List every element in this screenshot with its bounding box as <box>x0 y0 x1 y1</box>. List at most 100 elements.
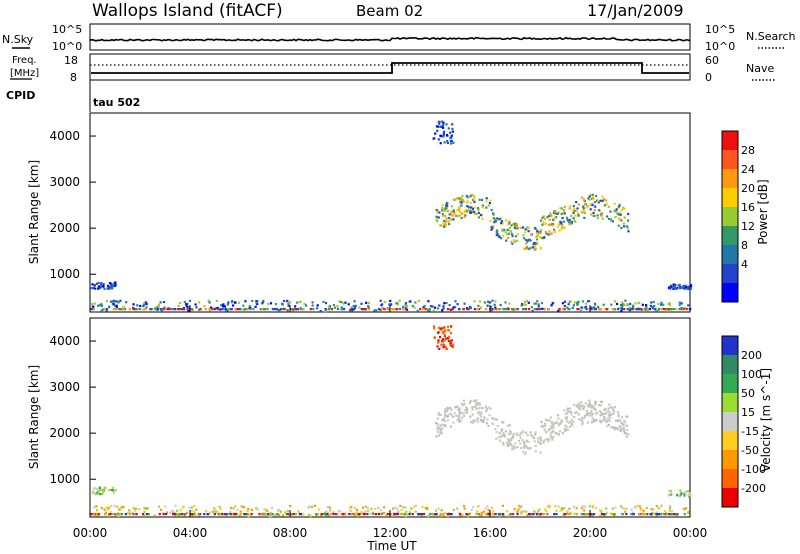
data-cell <box>679 287 682 290</box>
data-cell <box>353 306 356 309</box>
nsearch-label: N.Search <box>746 30 796 43</box>
data-cell <box>427 300 430 303</box>
data-cell <box>627 212 630 216</box>
data-cell <box>112 299 115 302</box>
data-cell <box>217 513 221 516</box>
data-cell <box>477 420 480 423</box>
data-cell <box>154 306 157 309</box>
data-cell <box>505 239 508 242</box>
data-cell <box>308 505 311 508</box>
data-cell <box>307 513 310 516</box>
data-cell <box>444 425 447 428</box>
data-cell <box>554 210 557 213</box>
data-cell <box>576 308 579 311</box>
data-cell <box>493 418 496 421</box>
data-cell <box>475 513 478 516</box>
data-cell <box>654 308 657 311</box>
data-cell <box>342 302 345 305</box>
data-cell <box>540 229 543 232</box>
data-cell <box>226 309 229 312</box>
data-cell <box>582 198 586 201</box>
data-cell <box>276 513 279 516</box>
data-cell <box>102 284 105 288</box>
data-cell <box>512 513 515 516</box>
data-cell <box>316 304 319 307</box>
data-cell <box>449 412 452 415</box>
data-cell <box>106 308 109 311</box>
data-cell <box>215 307 218 310</box>
data-cell <box>668 302 671 305</box>
data-cell <box>449 331 453 335</box>
data-cell <box>602 413 606 416</box>
data-cell <box>523 442 526 445</box>
data-cell <box>563 212 566 215</box>
data-cell <box>538 232 541 235</box>
data-cell <box>469 400 472 403</box>
data-cell <box>547 438 550 441</box>
data-cell <box>142 513 145 516</box>
data-cell <box>526 239 529 242</box>
data-cell <box>167 308 170 311</box>
data-cell <box>544 222 547 225</box>
data-cell <box>92 305 95 308</box>
data-cell <box>620 421 623 424</box>
data-cell <box>438 336 442 339</box>
data-cell <box>461 194 464 198</box>
data-cell <box>220 513 223 516</box>
data-cell <box>109 511 112 514</box>
data-cell <box>582 208 585 211</box>
data-cell <box>618 203 621 206</box>
data-cell <box>396 511 399 514</box>
data-cell <box>622 206 625 209</box>
data-cell <box>456 405 459 408</box>
data-cell <box>593 419 596 422</box>
data-cell <box>186 302 189 305</box>
data-cell <box>262 511 265 514</box>
data-cell <box>490 209 493 212</box>
data-cell <box>515 432 518 435</box>
data-cell <box>379 308 382 311</box>
data-cell <box>623 216 626 219</box>
data-cell <box>586 205 589 208</box>
data-cell <box>676 287 679 290</box>
data-cell <box>650 301 653 304</box>
data-cell <box>553 513 556 516</box>
data-cell <box>469 415 472 418</box>
data-cell <box>337 512 340 515</box>
data-cell <box>540 420 543 424</box>
data-cell <box>617 206 620 209</box>
data-cell <box>463 403 466 406</box>
data-cell <box>382 512 385 515</box>
data-cell <box>145 513 148 516</box>
data-cell <box>509 230 513 233</box>
data-cell <box>117 300 120 303</box>
data-cell <box>510 444 513 447</box>
data-cell <box>95 505 98 508</box>
data-cell <box>527 301 530 304</box>
data-cell <box>582 407 585 411</box>
data-cell <box>198 514 201 517</box>
data-cell <box>450 134 453 137</box>
data-cell <box>452 218 455 221</box>
data-cell <box>502 308 505 311</box>
data-cell <box>577 308 580 311</box>
data-cell <box>441 340 444 344</box>
data-cell <box>625 507 628 510</box>
data-cell <box>622 424 625 427</box>
data-cell <box>594 209 597 212</box>
data-cell <box>531 435 534 438</box>
data-cell <box>303 302 306 306</box>
data-cell <box>239 308 242 311</box>
data-cell <box>687 285 690 288</box>
data-cell <box>544 424 547 427</box>
data-cell <box>673 513 676 516</box>
data-cell <box>500 220 504 223</box>
data-cell <box>621 422 624 425</box>
data-cell <box>469 211 472 214</box>
data-cell <box>100 304 104 307</box>
data-cell <box>421 308 424 311</box>
data-cell <box>623 225 626 228</box>
colorbar-tick-label: 12 <box>741 220 755 233</box>
data-cell <box>583 216 586 219</box>
data-cell <box>650 513 653 516</box>
